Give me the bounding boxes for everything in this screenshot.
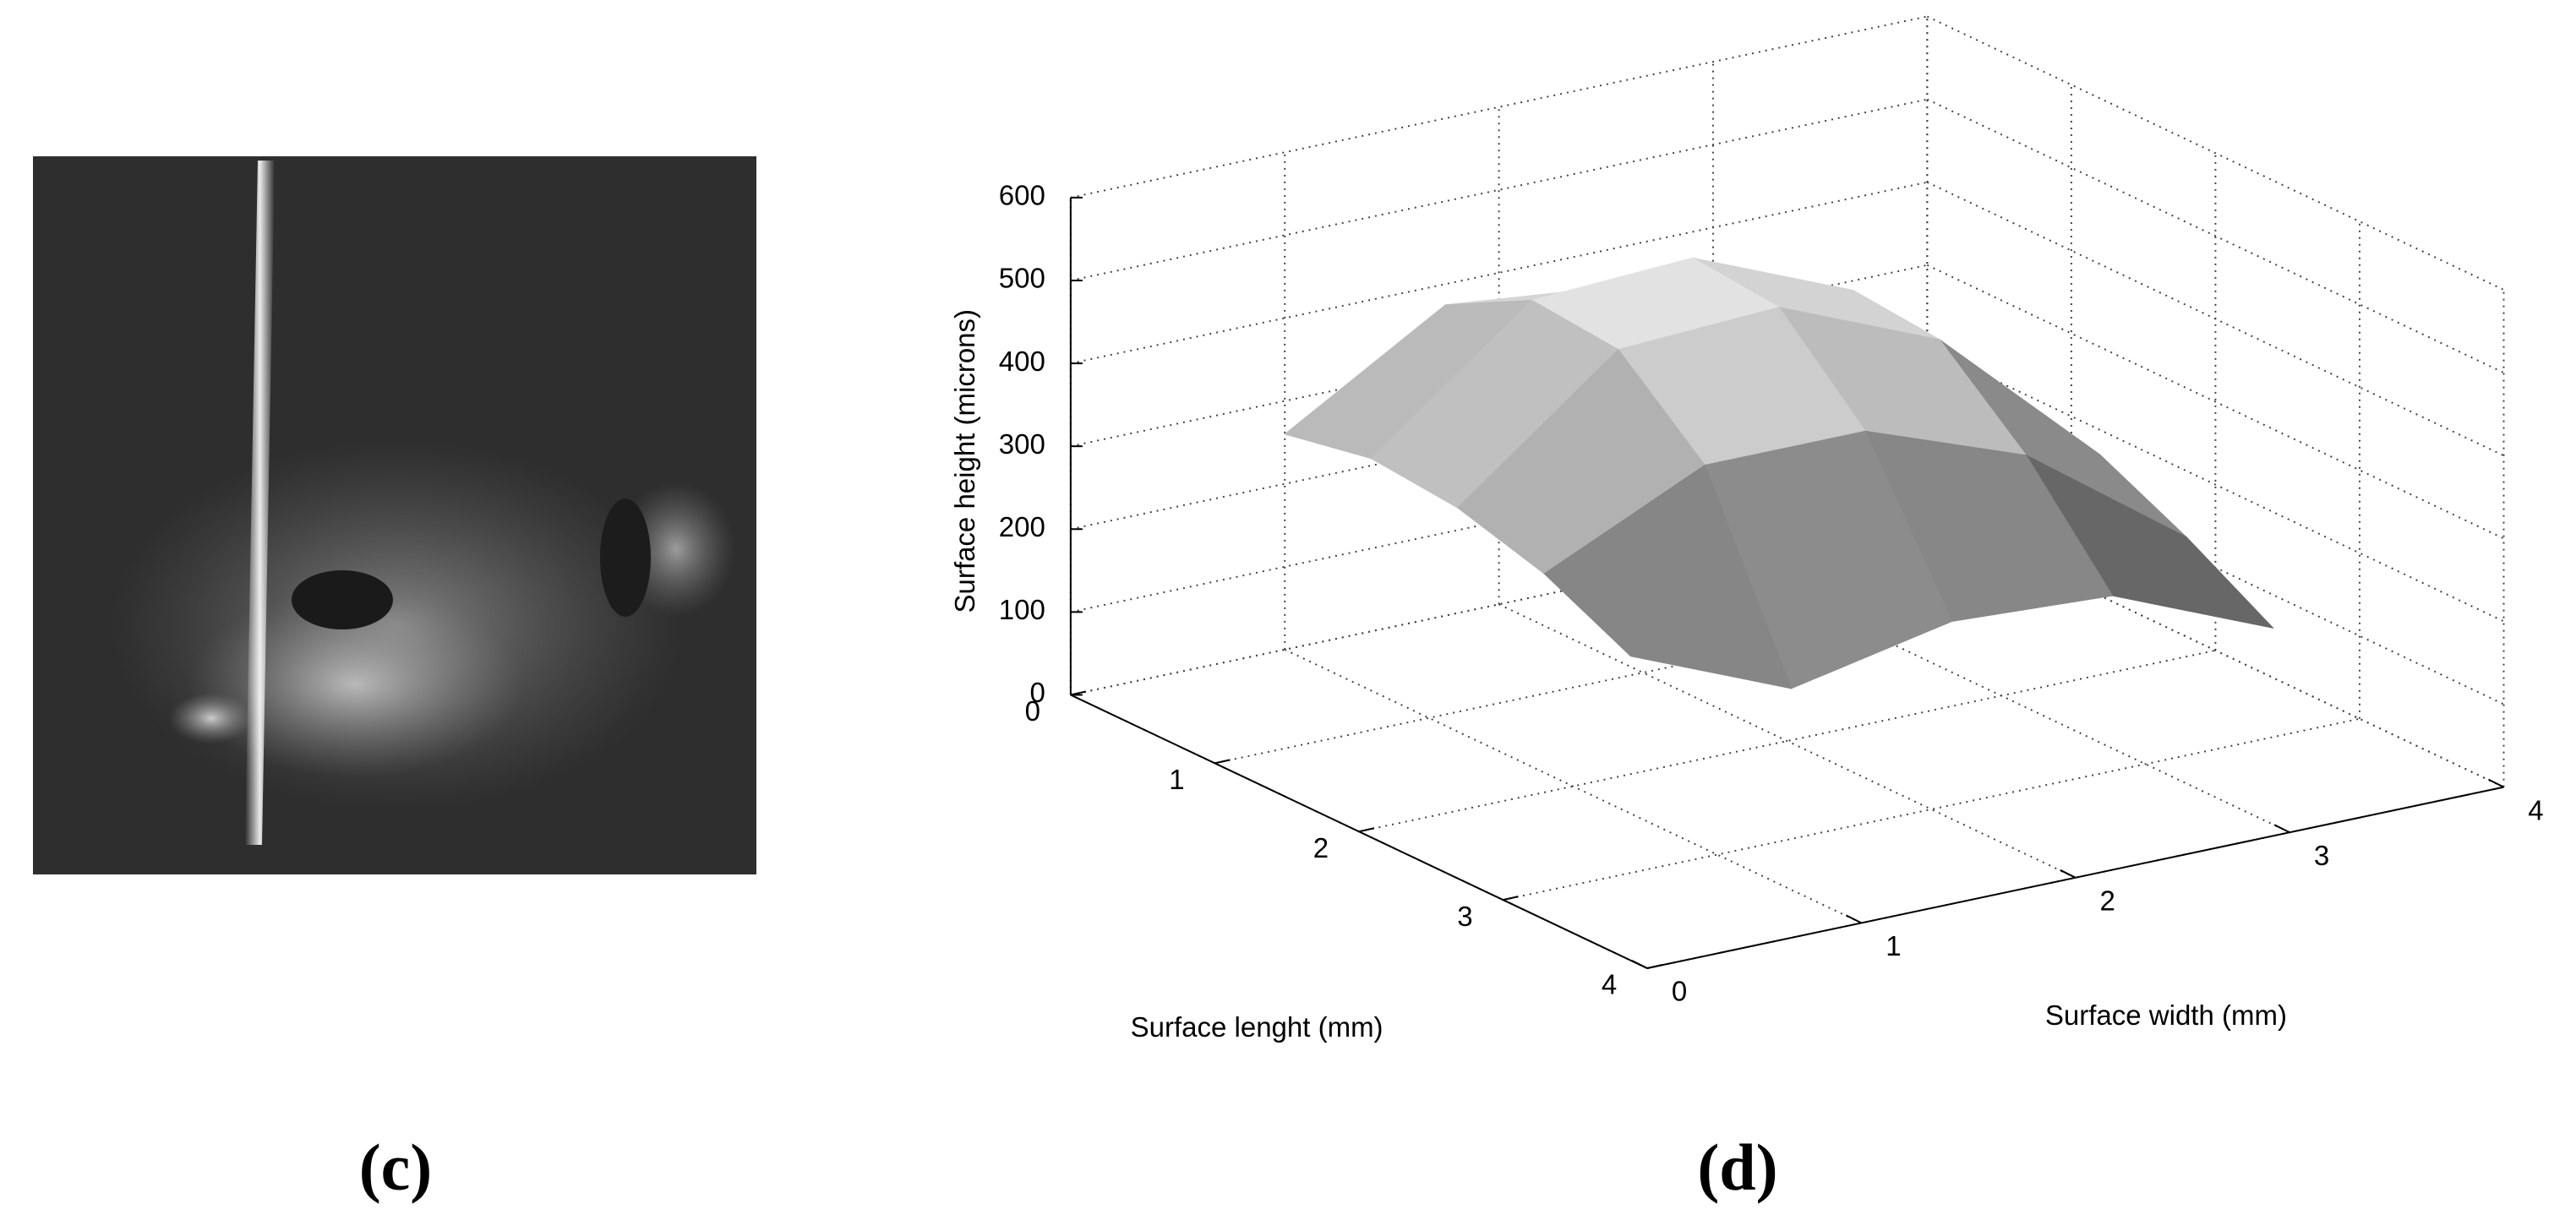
tick-mark (1845, 914, 1862, 924)
tick-mark (2488, 778, 2504, 788)
x-tick-label: 3 (1457, 901, 1472, 932)
y-tick-label: 1 (1886, 930, 1901, 961)
z-tick-label: 100 (999, 594, 1045, 625)
tick-mark (1503, 896, 1519, 901)
z-tick-label: 600 (999, 180, 1045, 211)
grid-line (1284, 648, 1862, 924)
grid-line (1926, 513, 2504, 788)
grid-line (1926, 181, 2504, 457)
z-tick-label: 0 (1029, 677, 1045, 708)
x-tick-label: 1 (1169, 764, 1184, 795)
z-tick-label: 400 (999, 346, 1045, 377)
panel-label: (c) (359, 1130, 433, 1204)
panel-label: (d) (1697, 1130, 1777, 1204)
z-tick-label: 300 (999, 428, 1045, 460)
z-tick-label: 500 (999, 263, 1045, 294)
y-tick-label: 0 (1672, 976, 1687, 1007)
y-tick-label: 3 (2314, 840, 2329, 871)
x-tick-label: 0 (1025, 695, 1040, 727)
tick-mark (1631, 960, 1648, 969)
tick-mark (1214, 759, 1231, 765)
y-axis-label: Surface width (mm) (2045, 999, 2287, 1031)
grid-line (1926, 346, 2504, 623)
y-tick-label: 2 (2100, 885, 2115, 917)
micrograph (33, 156, 756, 874)
tick-mark (2273, 824, 2290, 834)
x-tick-label: 4 (1602, 969, 1617, 1000)
grid-line (1503, 717, 2360, 901)
grid-line (1498, 603, 2077, 879)
tick-mark (1070, 690, 1087, 696)
grid-line (1926, 15, 2504, 291)
surface-patch (1543, 464, 1793, 689)
x-axis-label: Surface lenght (mm) (1131, 1011, 1384, 1043)
z-tick-label: 200 (999, 511, 1045, 542)
tick-mark (1358, 827, 1375, 833)
tick-mark (1646, 964, 1663, 969)
grid-line (1926, 264, 2504, 540)
y-tick-label: 4 (2528, 794, 2543, 825)
tick-mark (2060, 869, 2077, 879)
surface-plot: 0 100 200 300 400 500 600 0 1 2 3 4 0 1 2 3 4 Surface hei… (949, 15, 2544, 1043)
grid-line (1926, 98, 2504, 374)
x-tick-label: 2 (1313, 832, 1329, 863)
grid-line (1712, 558, 2290, 834)
z-axis-label: Surface height (microns) (949, 309, 980, 613)
grid-line (1070, 98, 1928, 281)
